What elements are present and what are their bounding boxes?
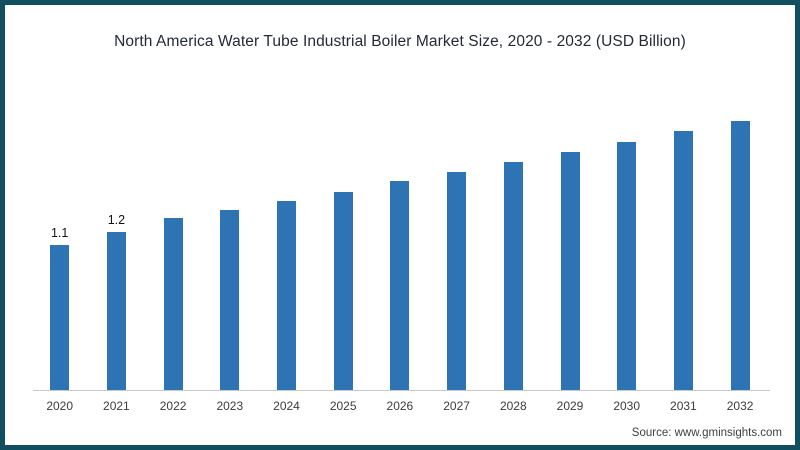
x-tick-label-2027: 2027 xyxy=(443,399,470,413)
x-tick-label-2030: 2030 xyxy=(613,399,641,413)
bar-2027 xyxy=(447,172,467,390)
chart-title: North America Water Tube Industrial Boil… xyxy=(114,33,686,50)
bar-2020 xyxy=(50,245,70,390)
bar-2023 xyxy=(220,210,240,390)
x-tick-label-2028: 2028 xyxy=(499,399,527,413)
bar-2021 xyxy=(106,232,126,390)
source-attribution: Source: www.gminsights.com xyxy=(631,427,782,439)
bar-2025 xyxy=(333,192,353,390)
x-tick-label-2024: 2024 xyxy=(273,399,300,413)
x-tick-label-2025: 2025 xyxy=(329,399,357,413)
x-axis-line xyxy=(33,390,770,391)
x-tick-label-2029: 2029 xyxy=(556,399,584,413)
x-tick-label-2022: 2022 xyxy=(159,399,187,413)
bar-2031 xyxy=(673,131,693,390)
bar-2032 xyxy=(730,121,750,390)
x-tick-label-2023: 2023 xyxy=(216,399,244,413)
bar-2030 xyxy=(617,142,637,390)
bar-2026 xyxy=(390,181,410,390)
x-tick-label-2026: 2026 xyxy=(386,399,414,413)
bar-2024 xyxy=(277,201,296,390)
bar-2028 xyxy=(503,162,523,390)
bar-value-label-2021: 1.2 xyxy=(107,213,126,227)
bar-value-label-2020: 1.1 xyxy=(50,226,69,240)
bar-2022 xyxy=(163,218,183,390)
x-tick-label-2021: 2021 xyxy=(103,399,130,413)
x-tick-label-2032: 2032 xyxy=(726,399,754,413)
x-tick-label-2031: 2031 xyxy=(670,399,697,413)
x-tick-label-2020: 2020 xyxy=(46,399,74,413)
bar-2029 xyxy=(560,152,580,390)
